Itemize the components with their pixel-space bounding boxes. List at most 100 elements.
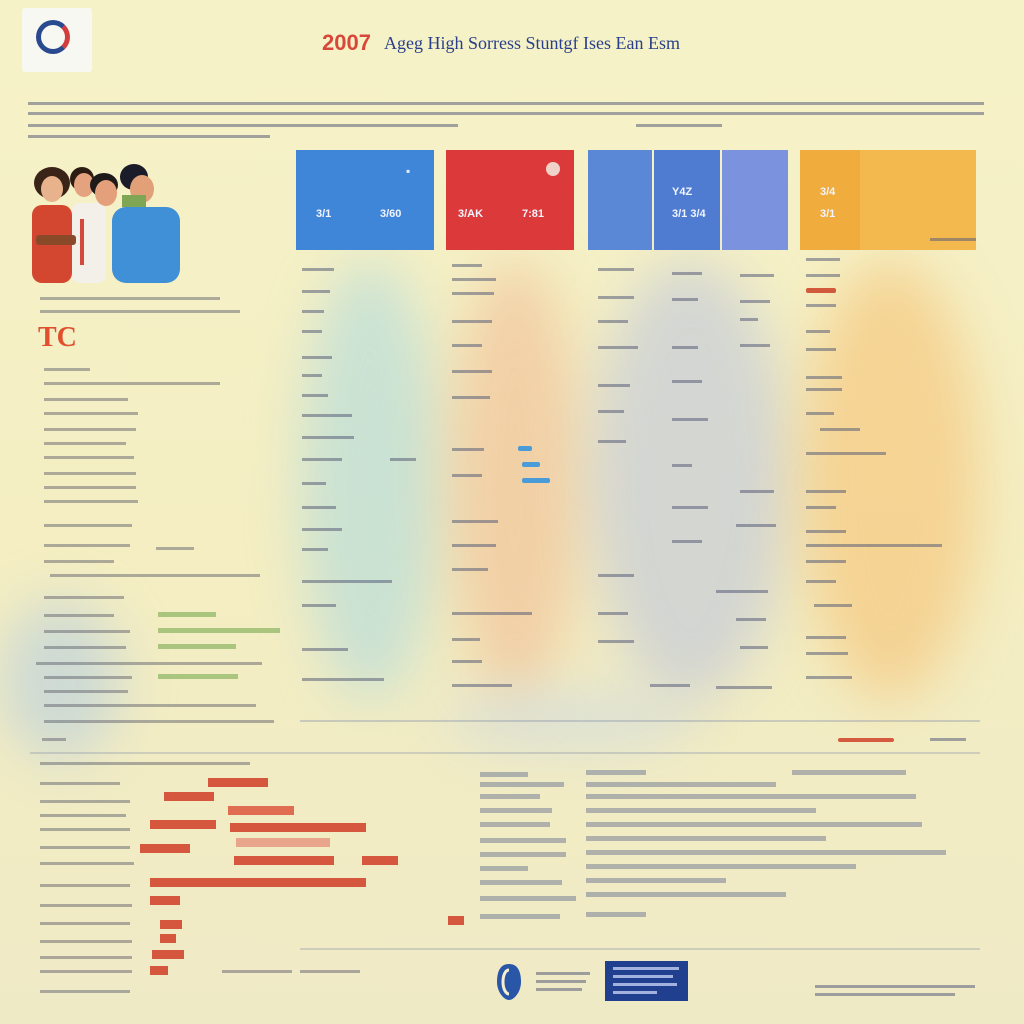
column-label: 3/1 — [316, 208, 332, 220]
cell-line — [716, 686, 772, 689]
green-bar — [158, 674, 238, 679]
red-bar — [228, 806, 294, 815]
page-title: Ageg High Sorress Stuntgf Ises Ean Esm — [384, 33, 680, 53]
grey-bar — [480, 808, 552, 813]
cell-line — [598, 346, 638, 349]
cell-line — [672, 380, 702, 383]
red-bar — [152, 950, 184, 959]
intro-text-line — [28, 135, 270, 138]
status-chip — [522, 462, 540, 467]
subcolumn-head — [722, 150, 788, 250]
cell-line — [302, 414, 352, 417]
text-line — [40, 762, 250, 765]
text-line — [40, 990, 130, 993]
cell-line — [302, 458, 342, 461]
text-line — [44, 442, 126, 445]
red-bar — [160, 920, 182, 929]
red-bar — [150, 966, 168, 975]
intro-text-line — [28, 102, 984, 105]
cell-line — [672, 346, 698, 349]
column-header-red: 3/AK 7:81 — [446, 150, 574, 250]
text-line — [40, 846, 130, 849]
text-line — [44, 456, 134, 459]
grey-bar — [480, 794, 540, 799]
subcolumn-head — [860, 150, 976, 250]
text-line — [40, 828, 130, 831]
cell-line — [452, 684, 512, 687]
grey-bar — [480, 866, 528, 871]
text-line — [44, 614, 114, 617]
text-line — [40, 940, 132, 943]
text-line — [40, 800, 130, 803]
cell-line — [598, 574, 634, 577]
text-line — [40, 814, 126, 817]
subcolumn-head — [588, 150, 652, 250]
cell-line — [302, 648, 348, 651]
footer-text — [536, 972, 594, 991]
text-line — [44, 720, 274, 723]
text-line — [40, 297, 220, 300]
cell-line — [302, 548, 328, 551]
text-line — [300, 970, 360, 973]
divider — [30, 752, 980, 754]
cell-line — [806, 330, 830, 333]
text-line — [40, 310, 240, 313]
cell-line — [452, 396, 490, 399]
column-body-purple — [588, 250, 788, 700]
cell-line — [736, 618, 766, 621]
cell-line — [806, 376, 842, 379]
cell-line — [672, 272, 702, 275]
text-line — [40, 884, 130, 887]
text-line — [156, 547, 194, 550]
cell-line — [740, 318, 758, 321]
text-line — [44, 500, 138, 503]
purple-wash — [590, 260, 790, 700]
cell-line — [806, 490, 846, 493]
cell-line — [598, 410, 624, 413]
cell-line — [302, 482, 326, 485]
grey-bar — [586, 782, 776, 787]
red-bar — [164, 792, 214, 801]
column-label: Y4Z — [672, 186, 693, 198]
cell-line — [452, 544, 496, 547]
status-chip — [806, 288, 836, 293]
cell-line — [740, 300, 770, 303]
cell-line — [598, 384, 630, 387]
text-line — [44, 428, 136, 431]
text-line — [44, 704, 256, 707]
column-header-blue: 3/1 3/60 ▪ — [296, 150, 434, 250]
text-line — [40, 782, 120, 785]
cell-line — [806, 652, 848, 655]
cell-line — [814, 604, 852, 607]
cell-line — [452, 448, 484, 451]
text-line — [44, 412, 138, 415]
subcolumn-head — [654, 150, 720, 250]
cell-line — [740, 646, 768, 649]
cell-line — [598, 640, 634, 643]
cell-line — [672, 506, 708, 509]
grey-bar — [480, 838, 566, 843]
cell-line — [302, 528, 342, 531]
cell-line — [452, 264, 482, 267]
cell-line — [806, 274, 840, 277]
green-bar — [158, 628, 280, 633]
status-chip — [838, 738, 894, 742]
grey-bar — [586, 864, 856, 869]
red-bar — [150, 896, 180, 905]
cell-line — [302, 330, 322, 333]
grey-bar — [586, 912, 646, 917]
subcolumn-head — [800, 150, 860, 250]
cell-line — [806, 636, 846, 639]
shield-icon — [497, 964, 521, 1000]
cell-line — [806, 348, 836, 351]
cell-line — [598, 320, 628, 323]
text-line — [44, 524, 132, 527]
red-bar — [140, 844, 190, 853]
red-bar — [208, 778, 268, 787]
cell-line — [806, 452, 886, 455]
column-sublabel: 3/1 3/4 — [672, 208, 706, 220]
cell-line — [302, 506, 336, 509]
cell-line — [806, 544, 942, 547]
cell-line — [452, 474, 482, 477]
red-bar — [362, 856, 398, 865]
